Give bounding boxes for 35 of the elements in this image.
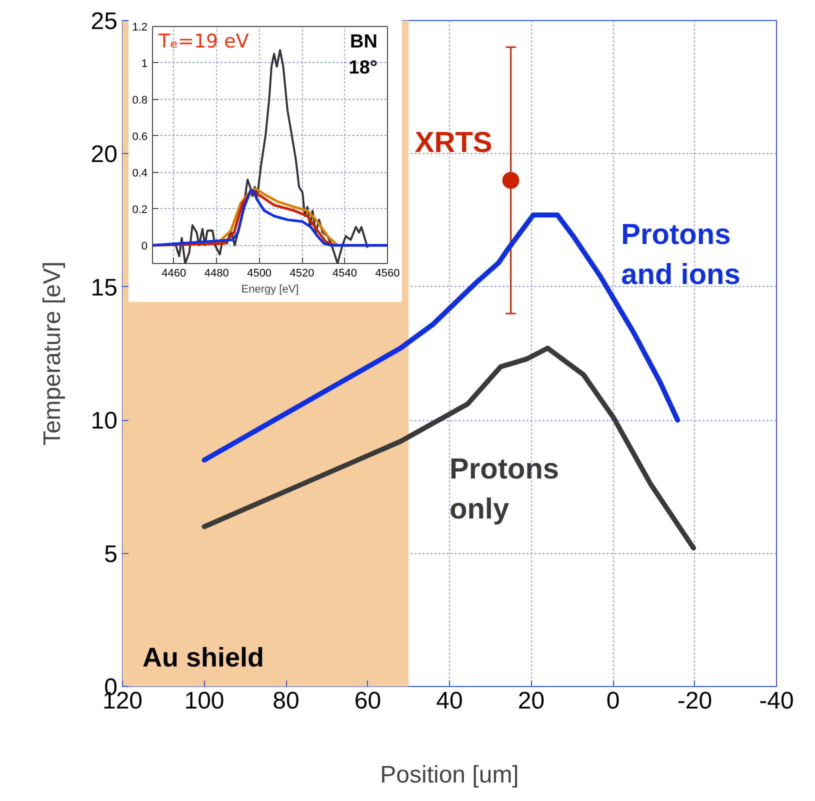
band-label: Au shield xyxy=(142,642,264,672)
x-tick-label: 40 xyxy=(436,688,463,714)
x-tick-label: 4560 xyxy=(375,268,400,280)
x-tick-label: 4480 xyxy=(204,268,229,280)
x-tick-label: 0 xyxy=(606,688,620,714)
y-tick-label: 25 xyxy=(90,8,118,35)
x-tick-label: 100 xyxy=(184,688,224,714)
x-tick-label: 60 xyxy=(354,688,382,714)
x-tick-label: 20 xyxy=(518,688,545,714)
y-tick-label: 0.8 xyxy=(132,94,148,106)
x-tick-label: 80 xyxy=(272,688,300,714)
series-label: Protons and ions xyxy=(621,218,740,291)
y-tick-label: 15 xyxy=(90,274,118,302)
y-axis-title: Temperature [eV] xyxy=(38,261,66,446)
annotation: Tₑ=19 eV xyxy=(158,30,249,52)
y-tick-label: 0.6 xyxy=(132,130,148,143)
y-tick-label: 1.2 xyxy=(132,22,148,34)
x-tick-label: 4460 xyxy=(162,268,186,280)
x-tick-label: -40 xyxy=(759,688,794,714)
series-label: Protons only xyxy=(450,453,560,526)
x-tick-label: 4520 xyxy=(290,268,314,280)
annotation: BN 18° xyxy=(348,32,378,78)
series-label: XRTS xyxy=(414,127,492,160)
x-tick-label: 4540 xyxy=(332,268,358,280)
y-tick-label: 1 xyxy=(141,58,148,70)
y-tick-label: 0.4 xyxy=(132,167,148,180)
y-tick-label: 0 xyxy=(141,240,148,252)
y-tick-label: 5 xyxy=(104,540,118,568)
y-tick-label: 0.2 xyxy=(132,204,148,216)
x-axis-title: Position [um] xyxy=(380,762,519,788)
x-tick-label: -20 xyxy=(677,688,712,714)
x-tick-label: 4500 xyxy=(247,268,272,280)
y-tick-label: 10 xyxy=(90,408,118,435)
x-axis-title: Energy [eV] xyxy=(241,284,299,296)
y-tick-label: 20 xyxy=(90,141,118,168)
